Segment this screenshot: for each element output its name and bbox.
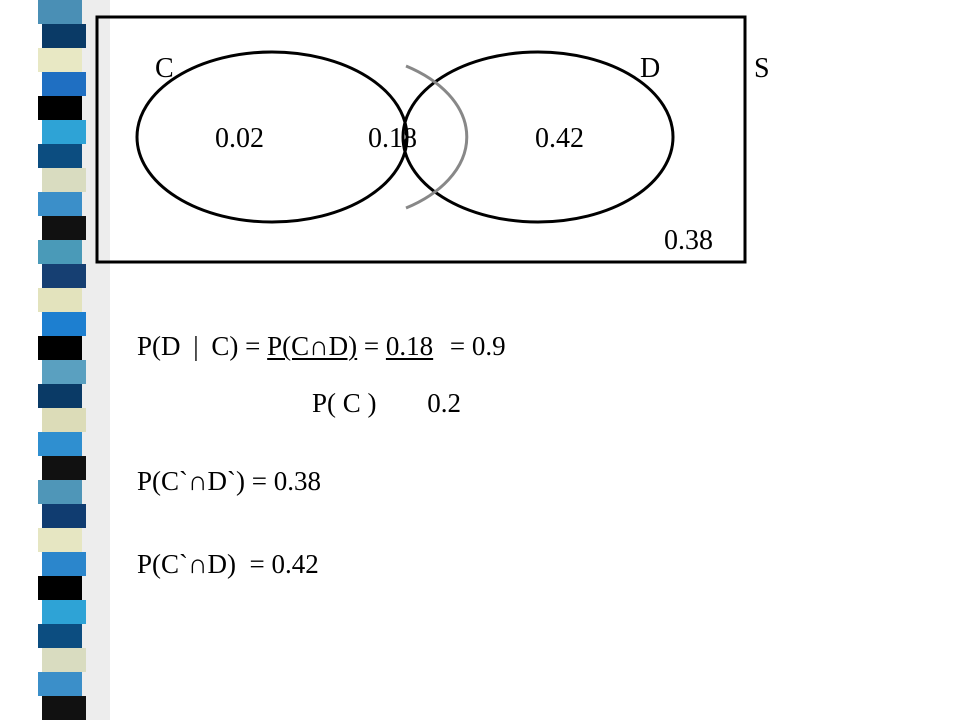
strip-square [38,672,82,696]
strip-square [42,120,86,144]
cond-result: = 0.9 [449,331,506,361]
strip-square [38,96,82,120]
strip-square [42,72,86,96]
strip-square [42,504,86,528]
strip-square [42,600,86,624]
strip-square [38,0,82,24]
complement-both-text: P(C`∩D`) = 0.38 [137,466,321,496]
outside-value: 0.38 [664,225,713,256]
conditional-probability-formula: P(D | C) = P(C∩D) = 0.18 = 0.9 [137,330,506,362]
complement-c-and-d-formula: P(C`∩D) = 0.42 [137,548,319,580]
strip-square [42,264,86,288]
set-c-ellipse [135,50,409,224]
set-c-label: C [155,53,174,84]
strip-square [38,624,82,648]
strip-square [38,144,82,168]
cond-eq: = [363,331,380,361]
strip-square [38,576,82,600]
strip-square [38,384,82,408]
strip-square [42,552,86,576]
strip-square [38,192,82,216]
strip-square [42,648,86,672]
strip-square [42,696,86,720]
cond-mid: C) = [211,331,261,361]
conditional-denominator-row: P( C ) 0.2 [312,387,461,419]
intersection-arc [405,64,469,210]
set-d-label: D [640,53,660,84]
decorative-color-strip [38,0,110,720]
strip-square [42,360,86,384]
only-d-value: 0.42 [535,123,584,154]
set-d-ellipse [401,50,675,224]
strip-square [38,528,82,552]
strip-square [42,24,86,48]
strip-square [38,240,82,264]
strip-square [42,312,86,336]
strip-square [38,432,82,456]
strip-square [38,48,82,72]
strip-square [38,480,82,504]
venn-diagram: C D S 0.02 0.18 0.42 0.38 [95,15,770,264]
cond-numerator: P(C∩D) [267,331,358,361]
complement-c-and-d-text: P(C`∩D) = 0.42 [137,549,319,579]
cond-denominator-value: 0.2 [427,388,462,418]
cond-denominator: P( C ) [312,388,377,418]
strip-square [38,288,82,312]
strip-square [38,336,82,360]
intersection-value: 0.18 [368,123,417,154]
cond-numerator-value: 0.18 [385,331,434,361]
only-c-value: 0.02 [215,123,264,154]
strip-square [42,216,86,240]
cond-lhs: P(D [137,331,181,361]
strip-square [42,168,86,192]
strip-square [42,456,86,480]
strip-square [42,408,86,432]
given-bar: | [193,331,199,361]
universe-label: S [754,53,770,84]
sample-space-box [95,15,747,264]
complement-both-formula: P(C`∩D`) = 0.38 [137,465,321,497]
